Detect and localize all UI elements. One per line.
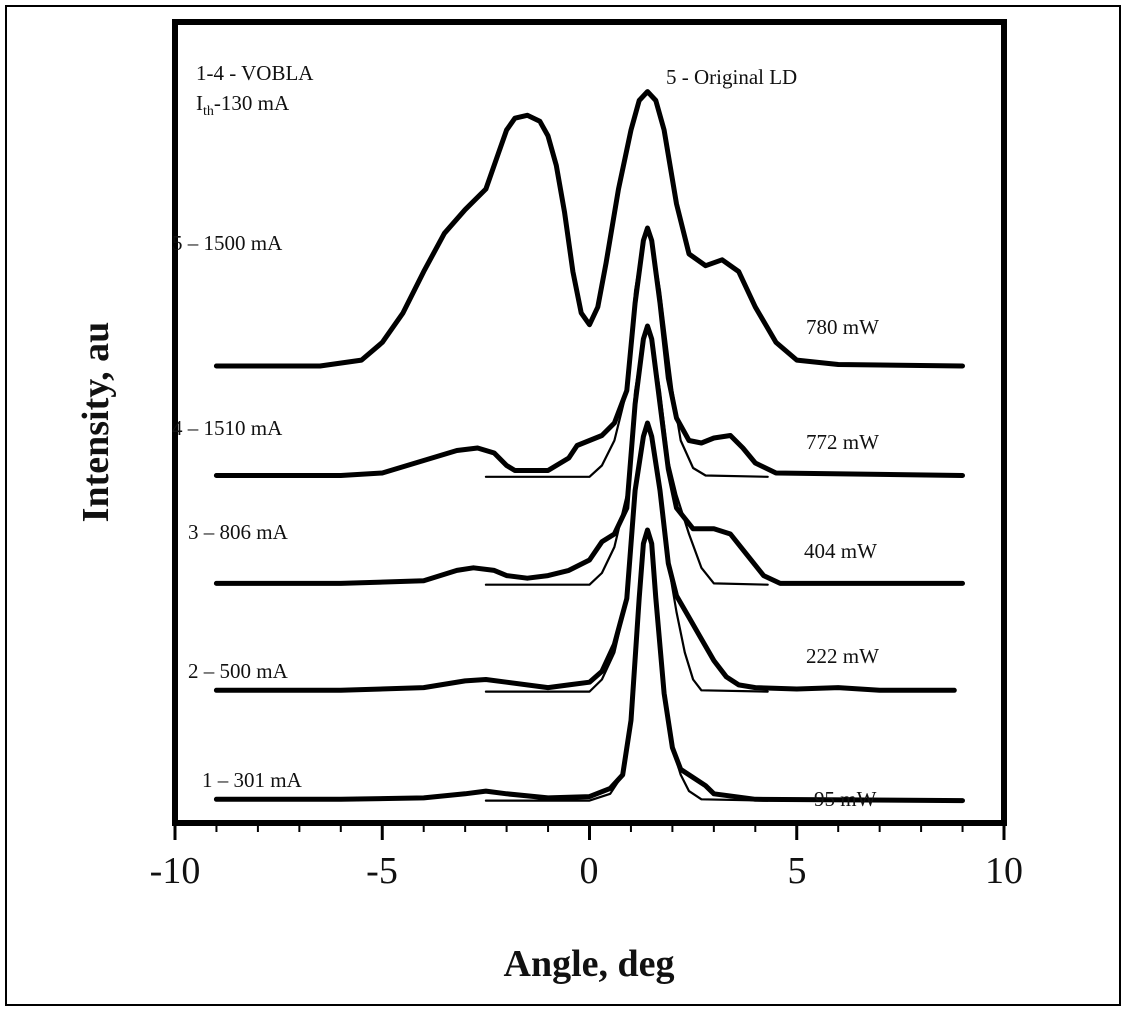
trace-power-label: 404 mW xyxy=(804,539,877,563)
intensity-trace-line xyxy=(213,420,957,693)
x-tick-labels: -10 -5 0 5 10 xyxy=(150,850,1023,892)
x-tick-label: -10 xyxy=(150,850,201,892)
legend-note-vobla: 1-4 - VOBLA xyxy=(196,61,314,85)
intensity-trace-line xyxy=(213,527,965,804)
x-tick-label: 5 xyxy=(788,850,807,892)
outer-frame xyxy=(5,5,1121,1006)
x-tick-label: -5 xyxy=(366,850,398,892)
reference-trace-line xyxy=(484,421,769,693)
x-tick-label: 10 xyxy=(985,850,1023,892)
data-traces xyxy=(213,89,965,804)
intensity-trace-line xyxy=(213,89,965,369)
x-tick-label: 0 xyxy=(580,850,599,892)
trace-power-label: 95 mW xyxy=(814,787,877,811)
intensity-trace-line xyxy=(213,323,965,586)
trace-power-label: 780 mW xyxy=(806,315,879,339)
plot-area-frame xyxy=(172,19,1007,826)
threshold-value: -130 mA xyxy=(214,91,290,115)
trace-current-label: 2 – 500 mA xyxy=(188,659,289,683)
threshold-subscript: th xyxy=(203,104,214,119)
trace-labels: 1 – 301 mA 2 – 500 mA 3 – 806 mA 4 – 151… xyxy=(172,231,879,811)
x-axis-ticks xyxy=(173,823,1006,840)
y-axis-label: Intensity, au xyxy=(75,322,117,523)
trace-current-label: 4 – 1510 mA xyxy=(172,416,283,440)
reference-trace-line xyxy=(484,226,769,478)
legend-note-original-ld: 5 - Original LD xyxy=(666,65,797,89)
legend-note-threshold: Ith-130 mA xyxy=(196,91,290,119)
trace-current-label: 3 – 806 mA xyxy=(188,520,289,544)
trace-power-label: 222 mW xyxy=(806,644,879,668)
threshold-symbol: I xyxy=(196,91,203,115)
trace-current-label: 1 – 301 mA xyxy=(202,768,303,792)
trace-power-label: 772 mW xyxy=(806,430,879,454)
trace-current-label: 5 – 1500 mA xyxy=(172,231,283,255)
x-axis-label: Angle, deg xyxy=(504,943,675,985)
intensity-trace-line xyxy=(213,225,965,478)
